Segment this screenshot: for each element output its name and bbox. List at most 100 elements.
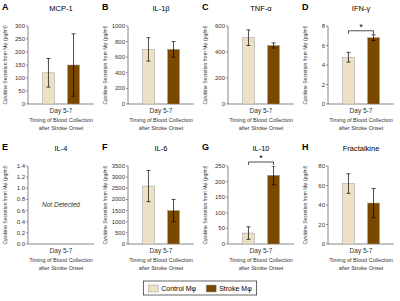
y-tick-label: 1.2 [17, 174, 26, 180]
legend: Control MφStroke Mφ [143, 281, 256, 295]
y-tick-label: 0.6 [17, 208, 26, 214]
x-axis-label-line: after Stroke Onset [39, 125, 84, 131]
y-axis-label: Cytokine Secretion from Mφ (pg/ml) [2, 25, 8, 104]
category-label: Day 5-7 [50, 107, 73, 115]
x-axis-label-line: Timing of Blood Collection [129, 257, 193, 263]
bar [268, 46, 280, 105]
legend-frame [143, 281, 256, 295]
y-tick-label: 3500 [112, 163, 126, 169]
error-bar [372, 188, 376, 217]
y-tick-label: 0 [222, 101, 226, 107]
x-axis [128, 244, 194, 245]
y-tick-label: 50 [18, 88, 25, 94]
y-tick-label: 600 [215, 23, 226, 29]
y-tick-label: 3000 [112, 174, 126, 180]
x-axis-label: Timing of Blood Collection after Stroke O… [29, 257, 93, 271]
x-axis-label-line: after Stroke Onset [39, 265, 84, 271]
category-label: Day 5-7 [150, 247, 173, 255]
y-tick-label: 100 [15, 75, 26, 81]
x-axis-label: Timing of Blood Collectionafter Stroke O… [229, 117, 293, 131]
y-tick-label: 250 [15, 36, 26, 42]
x-axis-label-line: after Stroke Onset [239, 265, 284, 271]
y-axis [328, 166, 329, 244]
x-axis-label: Timing of Blood Collection after Stroke O… [29, 117, 93, 131]
y-tick-label: 0 [222, 241, 226, 247]
error-bar [346, 52, 350, 62]
x-axis [228, 104, 294, 105]
y-tick-label: 60 [318, 183, 325, 189]
category-label: Day 5-7 [250, 247, 273, 255]
y-tick-label: 0.4 [17, 219, 26, 225]
x-axis [28, 104, 94, 105]
y-axis-label: Cytokine Secretion from Mφ (pg/ml) [302, 165, 308, 244]
y-axis-label: Cytokine Secretion from Mφ (pg/ml) [202, 25, 208, 104]
bar [168, 49, 180, 104]
error-bar [72, 34, 76, 96]
panel-label: E [2, 142, 8, 152]
y-tick-label: 1500 [112, 208, 126, 214]
y-axis-label: Cytokine Secretion from Mφ (pg/ml) [102, 25, 108, 104]
panel-label: F [102, 142, 108, 152]
category-label: Day 5-7 [350, 247, 373, 255]
y-tick-label: 0 [122, 101, 126, 107]
y-tick-label: 0 [322, 101, 326, 107]
title: IL-1β [152, 4, 170, 13]
x-axis-label-line: after Stroke Onset [139, 265, 184, 271]
x-axis-label-line: Timing of Blood Collection [229, 117, 293, 123]
x-axis-label-line: after Stroke Onset [339, 125, 384, 131]
plot-area [343, 174, 380, 244]
error-bar [46, 59, 50, 88]
x-axis-label-line: Timing of Blood Collection [329, 117, 393, 123]
panel-label: C [202, 2, 209, 12]
category-label: Day 5-7 [250, 107, 273, 115]
y-axis [28, 26, 29, 104]
error-bar [246, 227, 250, 239]
y-tick-label: 2 [322, 82, 326, 88]
error-bar [272, 43, 276, 48]
y-tick-label: 20 [318, 222, 325, 228]
y-tick-label: 0.0 [17, 241, 26, 247]
y-axis [128, 166, 129, 244]
y-axis-label: Cytokine Secretion from Mφ (pg/ml) [202, 165, 208, 244]
y-axis [128, 26, 129, 104]
error-bar [172, 199, 176, 221]
category-label: Day 5-7 [350, 107, 373, 115]
y-tick-label: 1000 [112, 219, 126, 225]
panel: HFractalkine020406080Cytokine Secretion … [302, 142, 394, 271]
x-axis-label: Timing of Blood Collection after Stroke O… [129, 257, 193, 271]
x-axis-label-line: Timing of Blood Collection [329, 257, 393, 263]
title: IFN-γ [352, 4, 371, 13]
x-axis-label-line: after Stroke Onset [139, 125, 184, 131]
error-bar [346, 174, 350, 194]
category-label: Day 5-7 [150, 107, 173, 115]
plot-area [243, 30, 280, 104]
panel-label: H [302, 142, 309, 152]
y-tick-label: 200 [15, 49, 26, 55]
x-axis [228, 244, 294, 245]
y-tick-label: 1.4 [17, 163, 26, 169]
y-tick-label: 250 [215, 163, 226, 169]
bar [268, 175, 280, 244]
y-axis-label: Cytokine Secretion from Mφ (pg/ml) [302, 25, 308, 104]
figure: AMCP-1050100150200250300Cytokine Secreti… [0, 0, 400, 301]
panel-label: D [302, 2, 309, 12]
x-axis-label: Timing of Blood Collection after Stroke O… [329, 117, 393, 131]
y-tick-label: 1.0 [17, 185, 26, 191]
title: MCP-1 [49, 4, 72, 13]
y-tick-label: 8 [322, 23, 326, 29]
title: IL-4 [55, 144, 68, 153]
y-tick-label: 50 [218, 225, 225, 231]
significance-label: * [259, 153, 263, 163]
title: IL-6 [155, 144, 168, 153]
y-tick-label: 40 [318, 202, 325, 208]
x-axis-label-line: Timing of Blood Collection [29, 257, 93, 263]
plot-area [343, 35, 380, 104]
y-tick-label: 80 [318, 163, 325, 169]
x-axis-label-line: Timing of Blood Collection [29, 117, 93, 123]
y-tick-label: 2000 [112, 196, 126, 202]
x-axis-label: Timing of Blood Collectionafter Stroke O… [329, 257, 393, 271]
panel: BIL-1β02004006008001000Cytokine Secretio… [102, 2, 194, 131]
y-tick-label: 2500 [112, 185, 126, 191]
x-axis-label: Timing of Blood Collectionafter Stroke O… [229, 257, 293, 271]
panel: GIL-10050100150200250Cytokine Secretion … [202, 142, 294, 271]
